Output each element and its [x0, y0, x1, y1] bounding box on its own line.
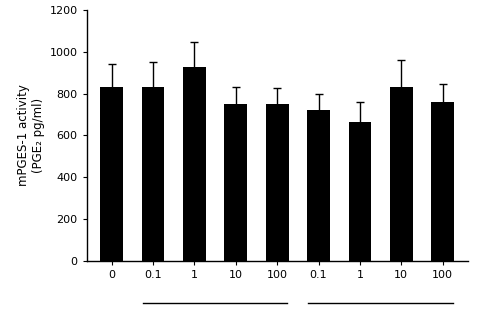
Bar: [142, 87, 164, 261]
Bar: [348, 122, 371, 261]
Bar: [266, 104, 289, 261]
Bar: [431, 102, 454, 261]
Bar: [225, 104, 247, 261]
Bar: [307, 110, 330, 261]
Bar: [100, 87, 123, 261]
Y-axis label: mPGES-1 activity
(PGE₂ pg/ml): mPGES-1 activity (PGE₂ pg/ml): [17, 84, 45, 186]
Bar: [183, 67, 206, 261]
Bar: [390, 87, 413, 261]
